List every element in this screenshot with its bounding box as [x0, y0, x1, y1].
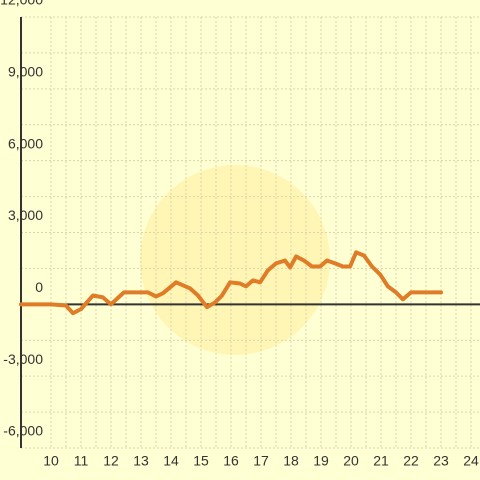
x-tick-label: 18 — [283, 453, 299, 469]
x-tick-label: 21 — [373, 453, 389, 469]
y-tick-label: -3,000 — [3, 351, 43, 367]
x-tick-label: 19 — [313, 453, 329, 469]
x-tick-label: 15 — [193, 453, 209, 469]
y-tick-label: 6,000 — [8, 135, 43, 151]
x-tick-label: 24 — [463, 453, 479, 469]
y-tick-label: 0 — [35, 279, 43, 295]
x-tick-label: 11 — [74, 453, 89, 469]
y-tick-label: 3,000 — [8, 207, 43, 223]
x-tick-label: 14 — [163, 453, 179, 469]
y-tick-label: 9,000 — [8, 64, 43, 80]
x-tick-label: 17 — [253, 453, 269, 469]
data-line — [19, 250, 443, 316]
x-tick-label: 12 — [103, 453, 119, 469]
x-tick-label: 10 — [43, 453, 59, 469]
x-tick-label: 13 — [133, 453, 149, 469]
x-tick-label: 16 — [223, 453, 239, 469]
x-tick-label: 23 — [433, 453, 449, 469]
x-tick-label: 22 — [403, 453, 419, 469]
watermark — [140, 165, 330, 355]
x-tick-label: 20 — [343, 453, 359, 469]
y-tick-label: 12,000 — [0, 0, 43, 8]
y-tick-label: -6,000 — [3, 423, 43, 439]
